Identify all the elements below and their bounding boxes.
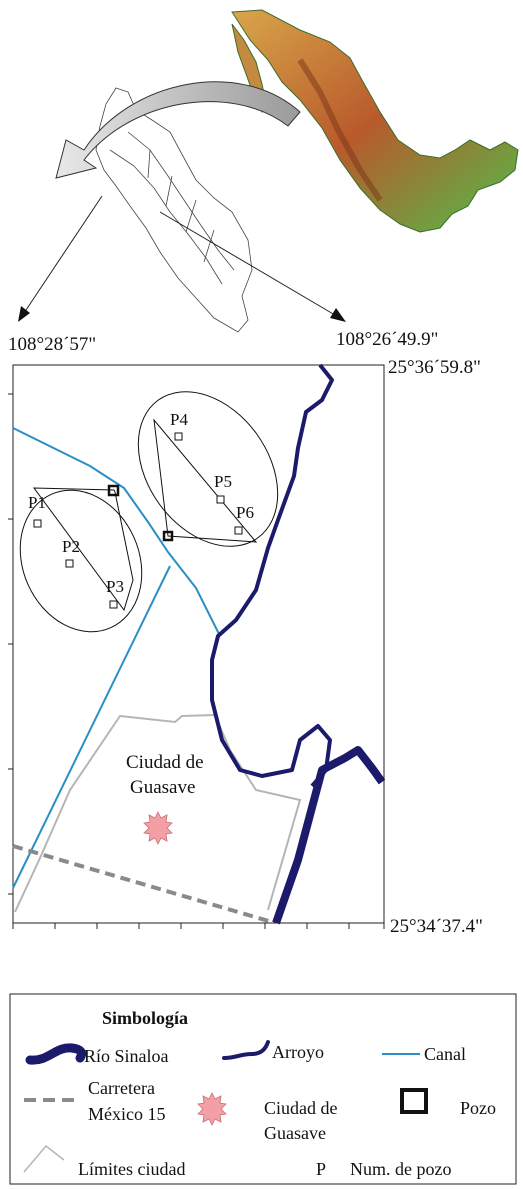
legend-limites-label: Límites ciudad xyxy=(78,1159,185,1179)
legend-pozo-label: Pozo xyxy=(460,1098,496,1118)
coord-right-bottom: 25°34´37.4" xyxy=(390,916,483,937)
legend-carretera-label-2: México 15 xyxy=(88,1104,165,1124)
well-p4: P4 xyxy=(170,410,188,441)
projection-line-right xyxy=(159,211,341,319)
legend-ciudad-label-1: Ciudad de xyxy=(264,1098,338,1118)
well-label: P3 xyxy=(106,577,124,596)
legend-canal-label: Canal xyxy=(424,1044,466,1064)
rio-sinaloa-line xyxy=(272,746,386,925)
well-label: P1 xyxy=(28,493,46,512)
well-label: P6 xyxy=(236,503,254,522)
legend-pozo-symbol xyxy=(400,1088,428,1114)
legend-ciudad-label-2: Guasave xyxy=(264,1123,326,1143)
locator-arrow xyxy=(55,81,301,179)
mexico-relief-map xyxy=(231,9,519,233)
map-frame xyxy=(8,364,385,929)
legend-carretera-label-1: Carretera xyxy=(88,1078,155,1098)
well-p6: P6 xyxy=(234,503,254,535)
projection-arrowhead-right xyxy=(330,308,346,322)
legend-rio-symbol xyxy=(25,1043,87,1065)
city-label-line2: Guasave xyxy=(130,777,195,798)
well-p1: P1 xyxy=(28,493,46,528)
legend-arroyo-label: Arroyo xyxy=(272,1042,324,1062)
projection-line-left xyxy=(21,195,103,317)
legend-limites-symbol xyxy=(23,1144,65,1173)
well-p3: P3 xyxy=(106,577,124,609)
projection-arrowhead-left xyxy=(18,306,30,322)
legend-num-pozo-symbol: P xyxy=(316,1159,326,1179)
city-marker xyxy=(143,811,173,845)
canal-branch-line xyxy=(12,565,171,889)
highway-line xyxy=(12,844,273,924)
legend: Simbología Río Sinaloa Arroyo Canal Carr… xyxy=(9,993,517,1185)
pozo-marker xyxy=(162,530,174,542)
legend-title: Simbología xyxy=(102,1008,188,1028)
well-label: P4 xyxy=(170,410,188,429)
legend-num-pozo-label: Num. de pozo xyxy=(350,1159,451,1179)
arroyo-line xyxy=(210,363,334,788)
city-label-line1: Ciudad de xyxy=(126,752,204,773)
well-label: P2 xyxy=(62,537,80,556)
legend-ciudad-symbol xyxy=(197,1092,227,1126)
coord-top-right: 108°26´49.9" xyxy=(336,329,438,350)
well-label: P5 xyxy=(214,472,232,491)
canal-line xyxy=(12,427,221,637)
well-p2: P2 xyxy=(62,537,80,568)
coord-top-left: 108°28´57" xyxy=(8,334,96,355)
coord-right-top: 25°36´59.8" xyxy=(388,357,481,378)
well-group-left xyxy=(19,487,143,633)
legend-rio-label: Río Sinaloa xyxy=(84,1046,169,1066)
well-p5: P5 xyxy=(214,472,232,504)
city-limits-line xyxy=(14,713,302,913)
well-group-right xyxy=(137,391,279,547)
sinaloa-state-map xyxy=(95,87,253,333)
pozo-marker xyxy=(107,484,120,497)
legend-arroyo-symbol xyxy=(222,1040,270,1060)
